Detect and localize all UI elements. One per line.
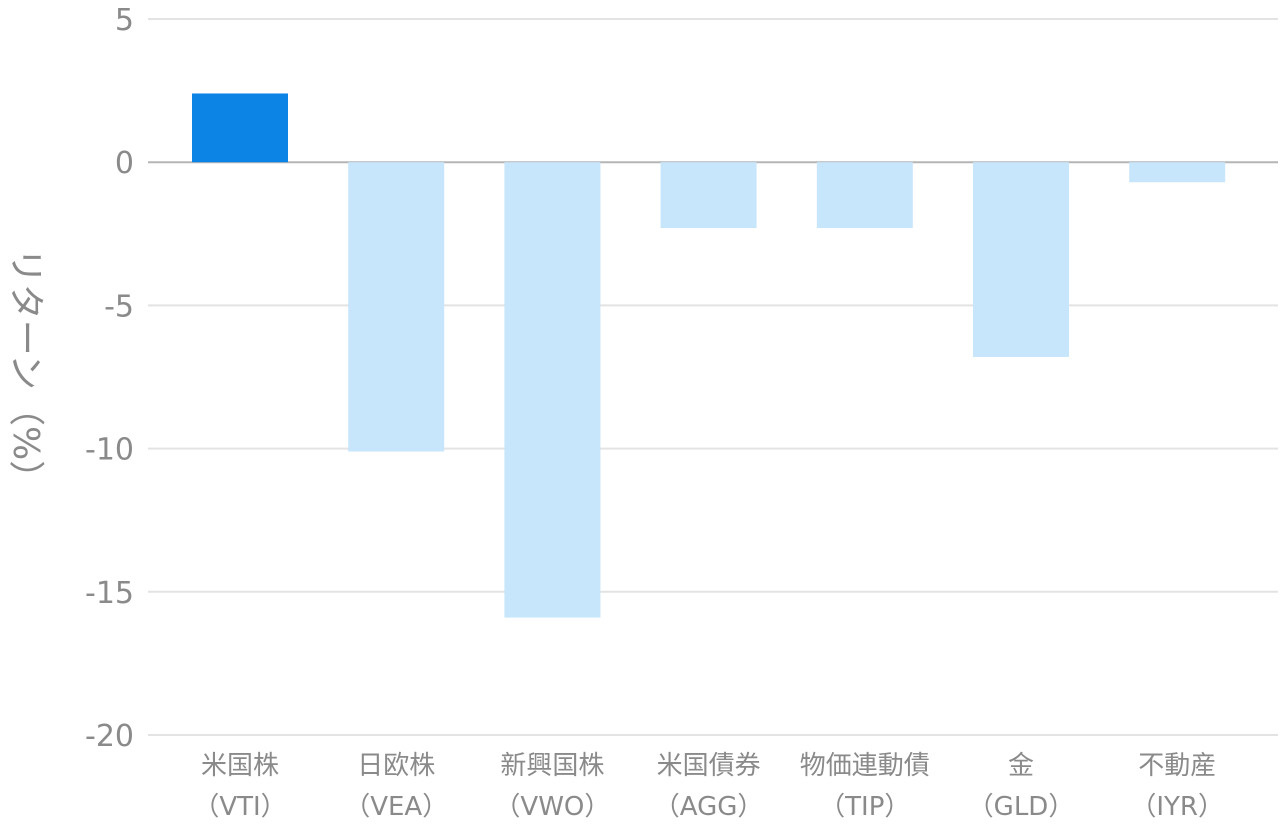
bar	[973, 162, 1069, 357]
y-tick-label: -10	[85, 433, 134, 468]
x-category-label: 物価連動債	[800, 751, 930, 781]
bar	[504, 162, 601, 618]
x-category-label: 日欧株	[357, 751, 435, 781]
bar	[1129, 162, 1226, 183]
x-category-ticker: （IYR）	[1130, 792, 1224, 822]
x-category-label: 米国株	[201, 751, 279, 781]
x-category-ticker: （VTI）	[193, 792, 286, 822]
bars	[192, 93, 1226, 618]
x-category-ticker: （VEA）	[344, 792, 448, 822]
x-category-label: 不動産	[1138, 751, 1216, 781]
y-tick-label: -20	[85, 719, 134, 754]
bar	[660, 162, 757, 229]
y-tick-label: 5	[115, 3, 134, 38]
y-axis-title: リターン（%）	[5, 248, 46, 496]
bar	[192, 93, 288, 163]
x-category-ticker: （AGG）	[654, 792, 764, 822]
y-tick-labels: 5 0 -5 -10 -15 -20	[85, 3, 134, 754]
bar	[816, 162, 913, 229]
x-category-ticker: （GLD）	[968, 792, 1075, 822]
gridlines	[148, 18, 1278, 736]
x-category-label: 金	[1008, 751, 1034, 781]
x-category-ticker: （TIP）	[819, 792, 910, 822]
y-tick-label: -15	[85, 576, 134, 611]
y-tick-label: 0	[115, 146, 134, 181]
bar	[348, 162, 445, 452]
x-category-ticker: （VWO）	[494, 792, 610, 822]
y-tick-label: -5	[104, 289, 134, 324]
x-category-label: 米国債券	[657, 751, 761, 781]
x-category-label: 新興国株	[500, 751, 604, 781]
x-category-labels: 米国株 （VTI） 日欧株 （VEA） 新興国株 （VWO） 米国債券 （AGG） 物価連動債 （…	[193, 751, 1224, 822]
